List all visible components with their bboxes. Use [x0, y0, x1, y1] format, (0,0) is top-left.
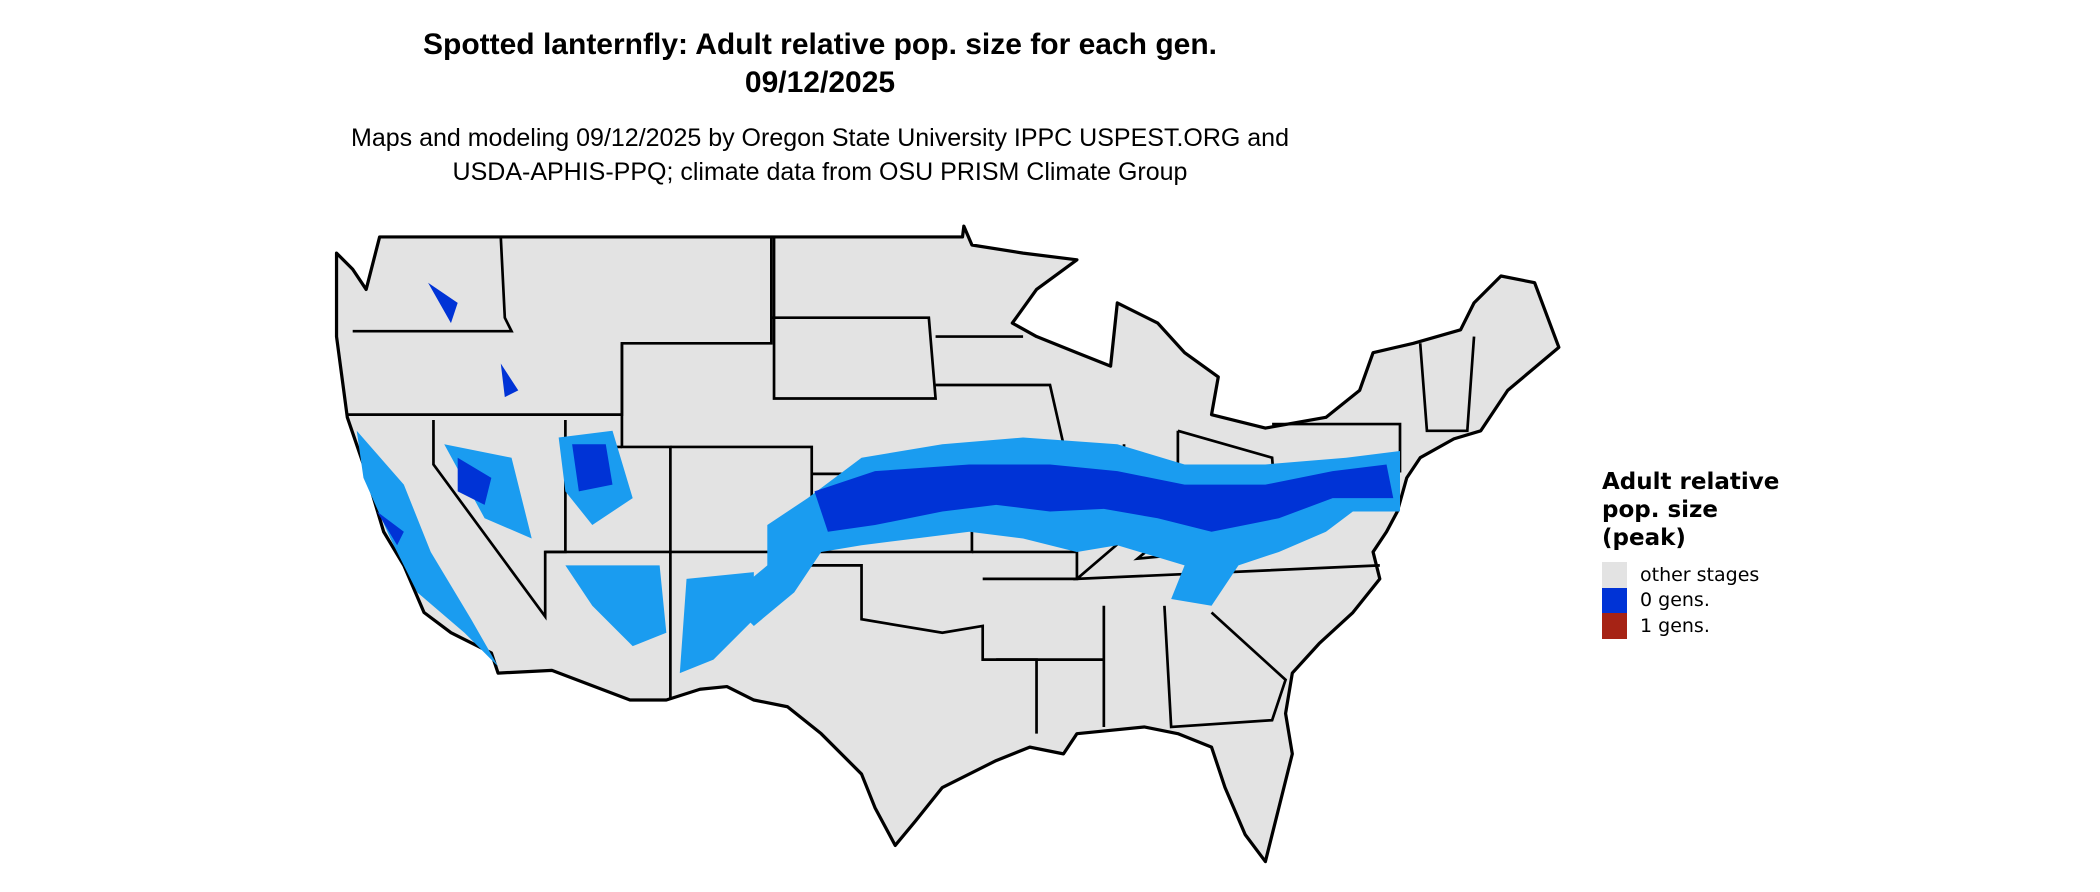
legend-title: Adult relative pop. size (peak)	[1602, 468, 1822, 552]
us-land	[334, 224, 1561, 864]
legend-item-other-stages: other stages	[1602, 562, 1822, 588]
legend-swatch	[1602, 587, 1627, 613]
legend-label: 0 gens.	[1640, 589, 1710, 612]
legend-title-line: Adult relative	[1602, 469, 1780, 495]
zero-gen-region	[356, 282, 1400, 674]
legend-item-0-gens: 0 gens.	[1602, 587, 1822, 613]
legend-label: 1 gens.	[1640, 614, 1710, 637]
legend-title-line: pop. size	[1602, 497, 1719, 523]
map-date: 09/12/2025	[744, 66, 896, 99]
legend-label: other stages	[1640, 563, 1760, 586]
legend-title-line: (peak)	[1602, 525, 1686, 551]
subtitle-line-2: USDA-APHIS-PPQ; climate data from OSU PR…	[452, 158, 1188, 186]
legend-swatch	[1602, 613, 1627, 639]
legend: Adult relative pop. size (peak) other st…	[1602, 468, 1822, 639]
legend-swatch	[1602, 562, 1627, 588]
subtitle-line-1: Maps and modeling 09/12/2025 by Oregon S…	[351, 124, 1289, 152]
legend-item-1-gens: 1 gens.	[1602, 613, 1822, 639]
map-title: Spotted lanternfly: Adult relative pop. …	[422, 28, 1217, 61]
